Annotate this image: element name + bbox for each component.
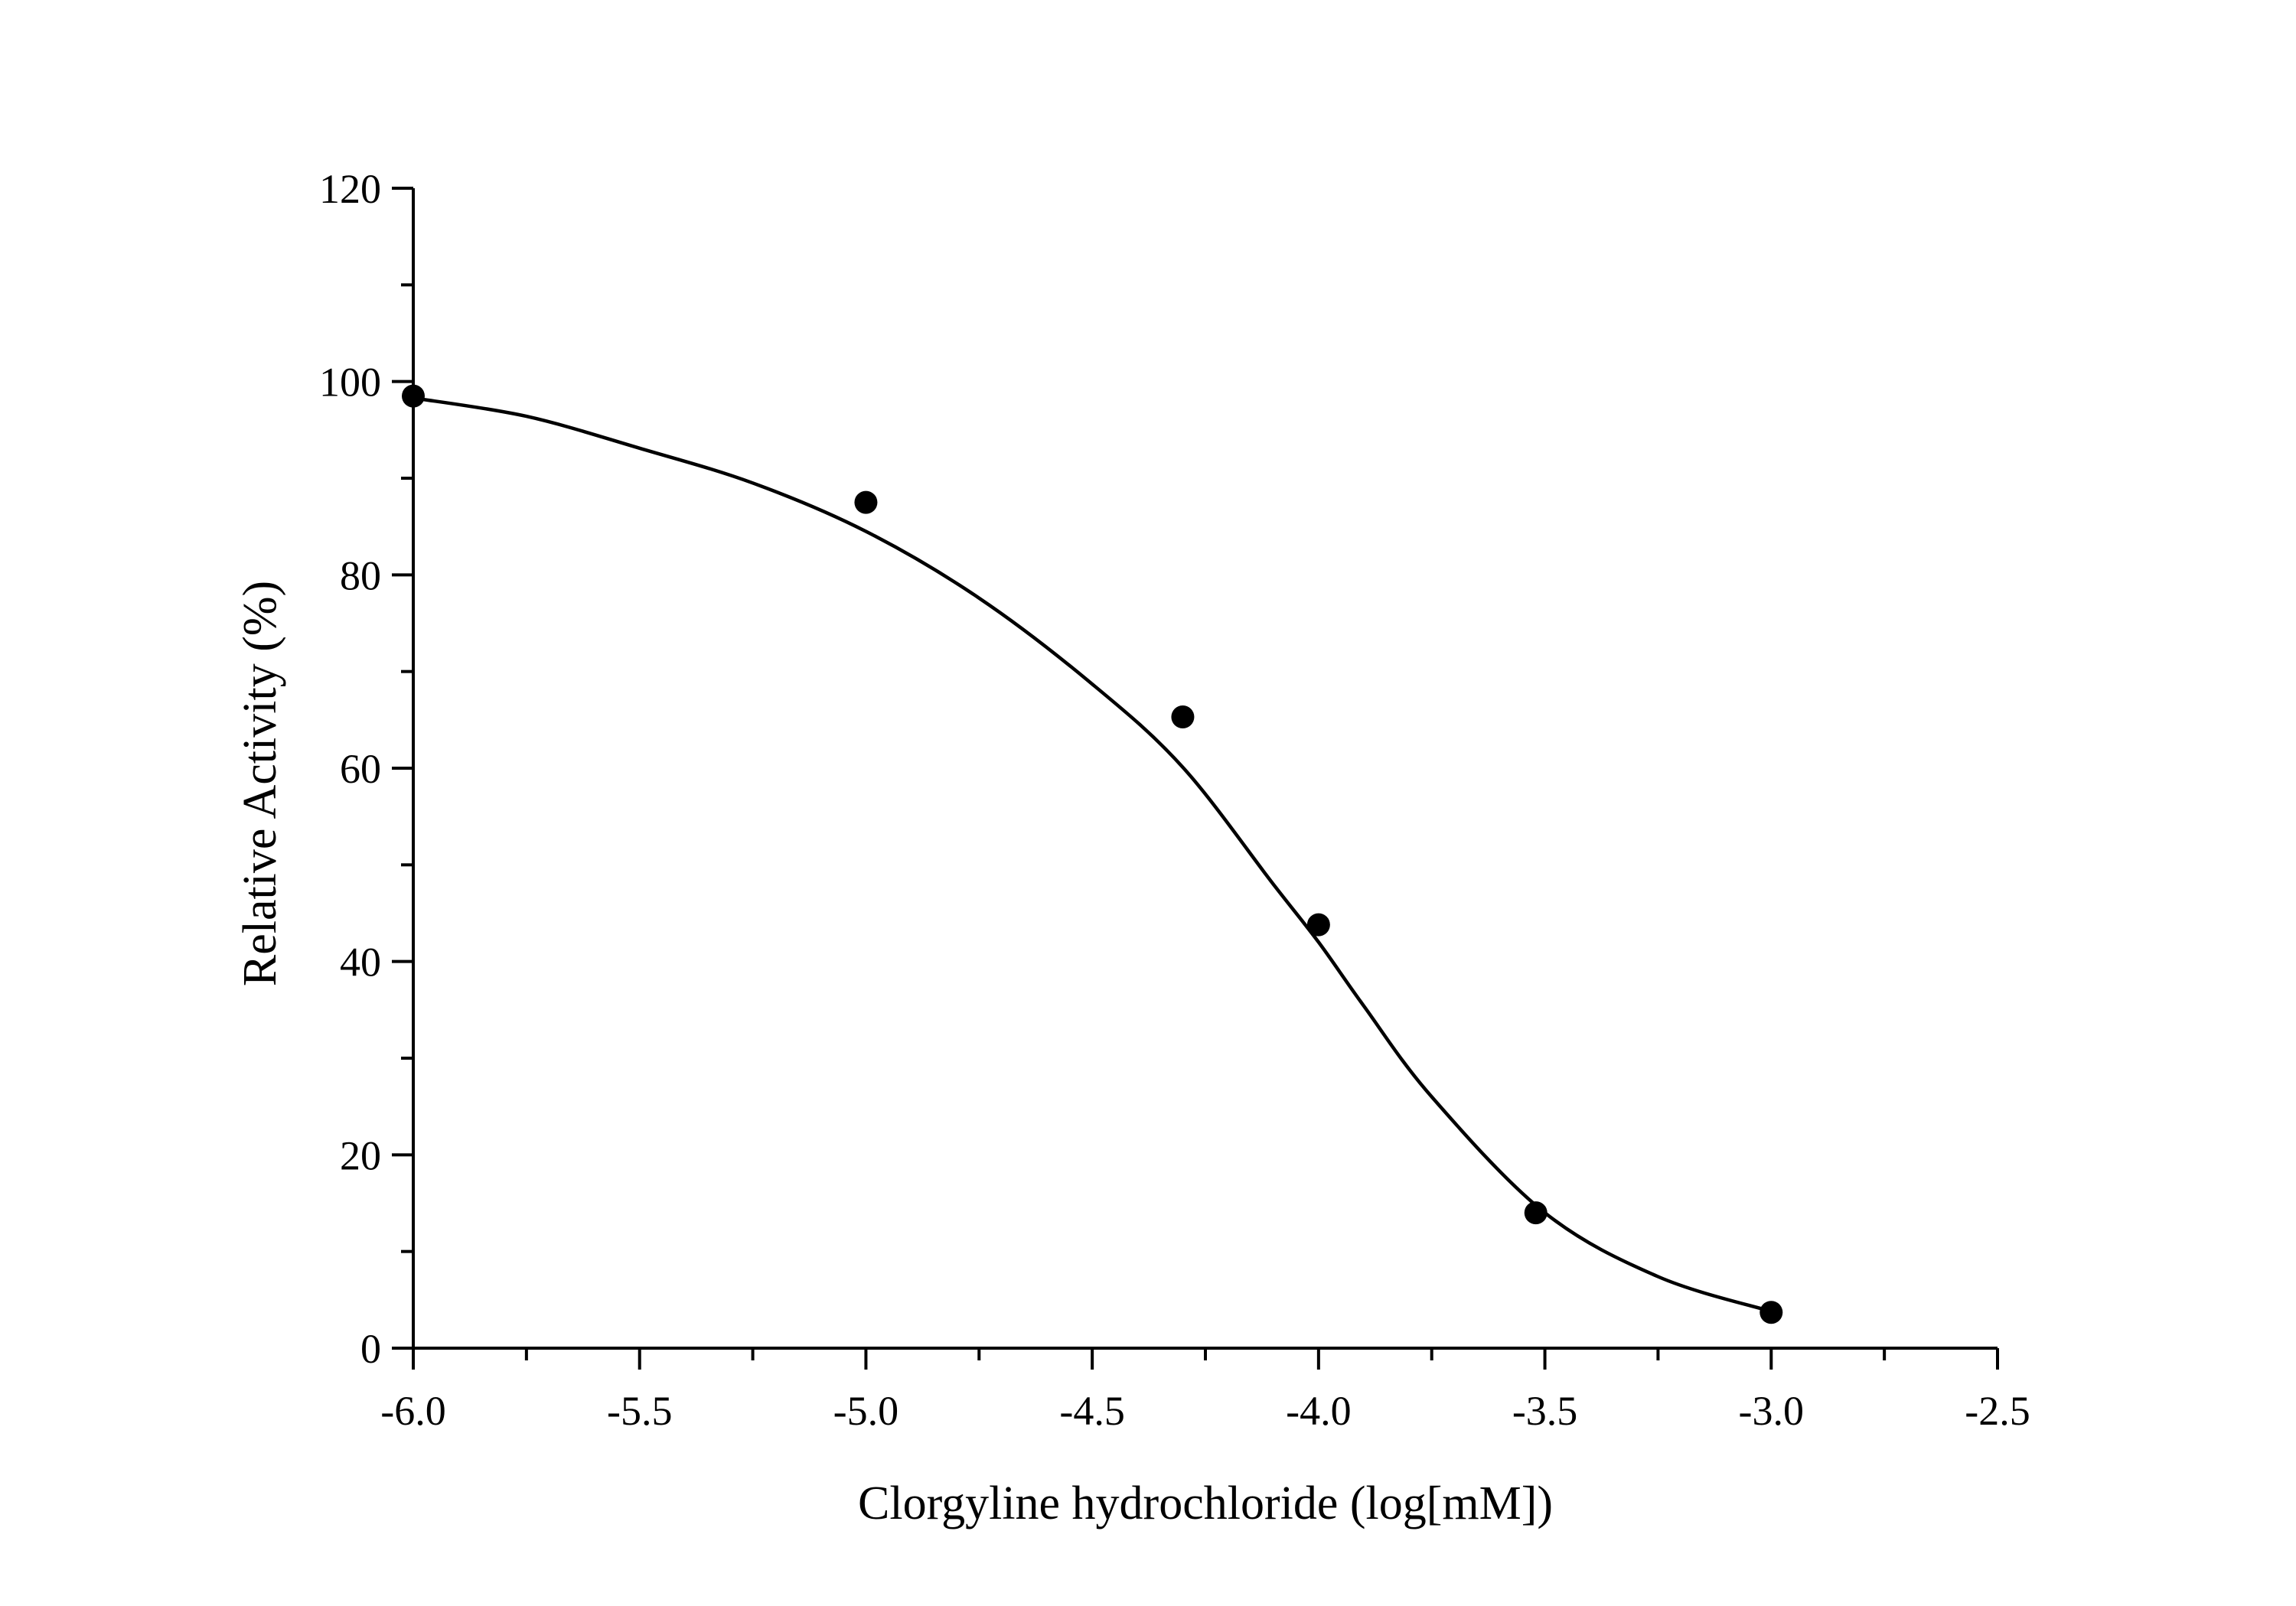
data-point	[1524, 1201, 1548, 1225]
y-axis-title: Relative Activity (%)	[234, 581, 286, 986]
x-tick-label: -3.0	[1739, 1388, 1804, 1434]
x-tick-label: -3.5	[1512, 1388, 1577, 1434]
x-tick-label: -4.5	[1059, 1388, 1124, 1434]
x-tick-label: -5.0	[833, 1388, 899, 1434]
x-axis-title: Clorgyline hydrochloride (log[mM])	[858, 1477, 1553, 1529]
y-axis-ticks: 0 20 40 60 80 100 120	[319, 166, 413, 1372]
y-tick-label: 40	[340, 940, 381, 985]
x-axis-ticks: -6.0 -5.5 -5.0 -4.5 -4.0 -3.5 -3.0 -2.5	[380, 1348, 2030, 1434]
x-tick-label: -2.5	[1965, 1388, 2030, 1434]
data-point	[402, 384, 425, 408]
y-tick-label: 80	[340, 552, 381, 598]
x-tick-label: -4.0	[1286, 1388, 1351, 1434]
data-point	[854, 490, 878, 514]
y-tick-label: 20	[340, 1132, 381, 1178]
fit-curve-group	[413, 396, 1772, 1314]
y-tick-label: 120	[319, 166, 381, 212]
y-tick-label: 100	[319, 360, 381, 406]
data-point	[1760, 1301, 1783, 1324]
y-tick-label: 60	[340, 746, 381, 792]
data-point	[1171, 705, 1195, 729]
x-tick-label: -5.5	[607, 1388, 672, 1434]
fit-curve	[413, 396, 1772, 1314]
data-points	[402, 384, 1783, 1324]
x-tick-label: -6.0	[380, 1388, 445, 1434]
axes	[412, 188, 1998, 1350]
data-point	[1306, 913, 1330, 937]
y-tick-label: 0	[360, 1326, 381, 1372]
